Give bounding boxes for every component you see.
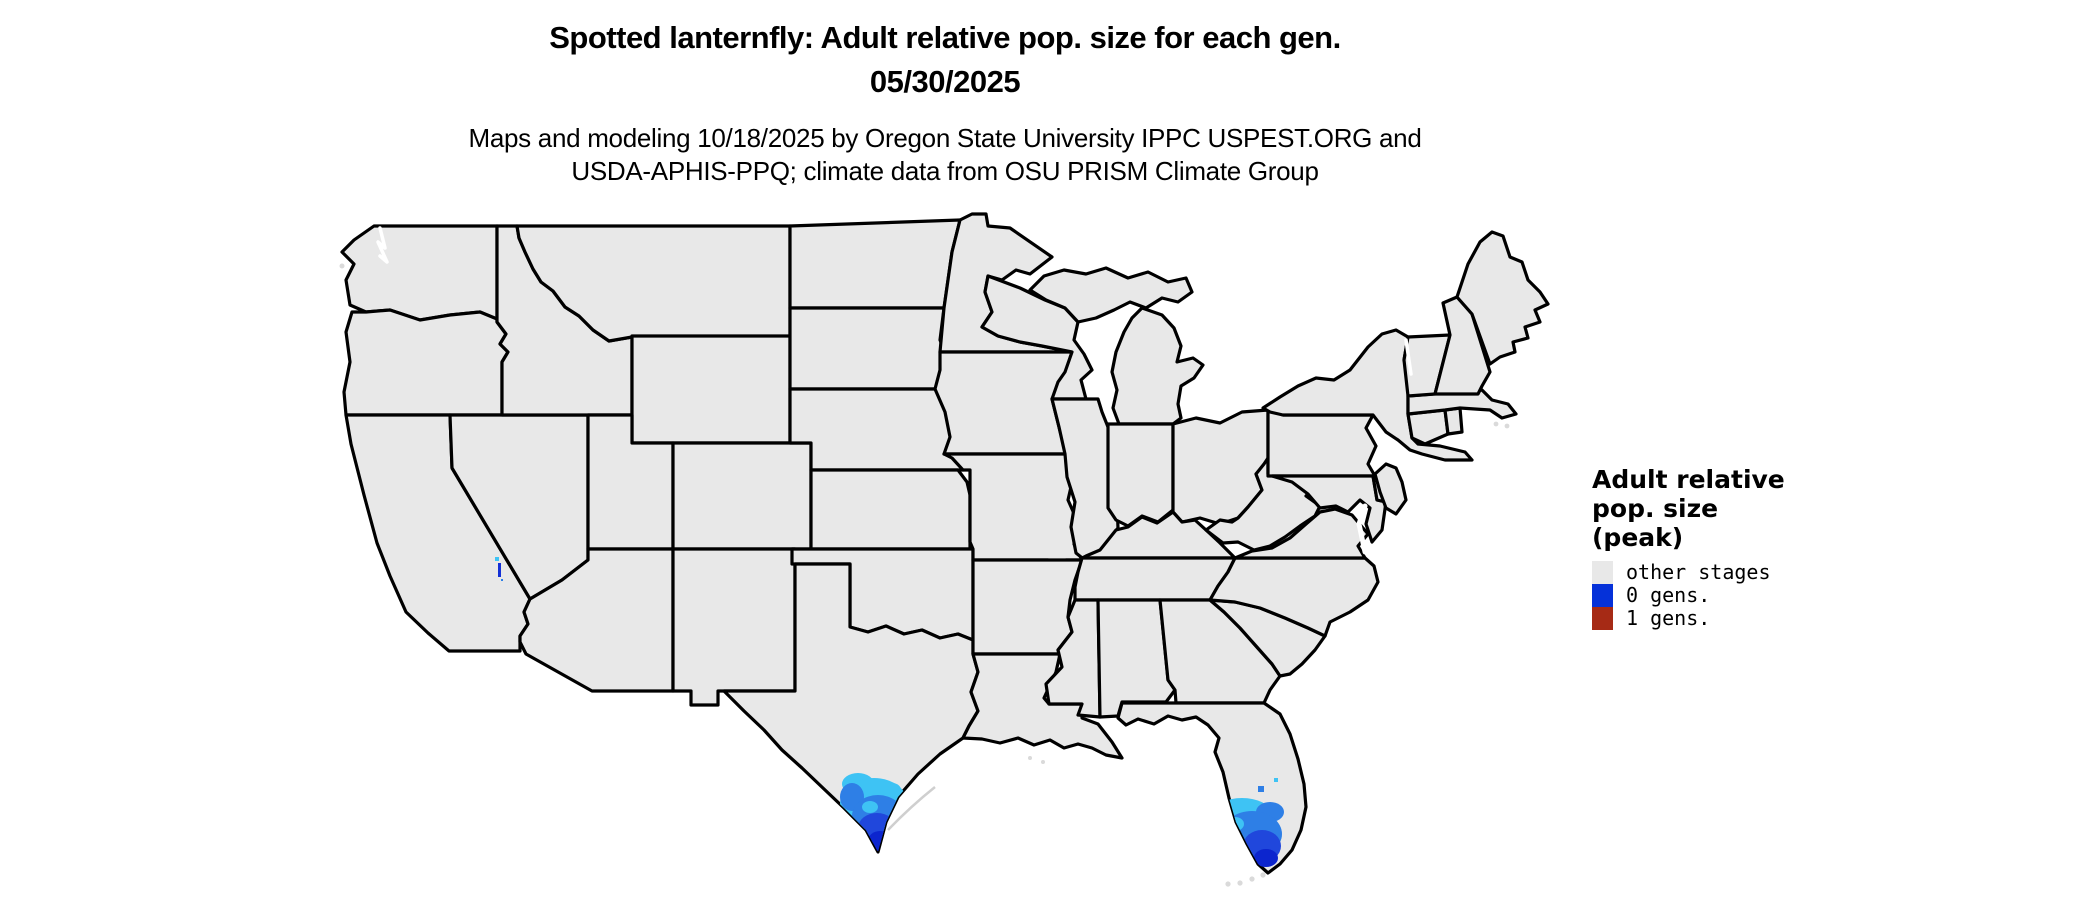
state-kansas — [809, 468, 972, 551]
legend-swatch-1-gens — [1592, 607, 1613, 630]
florida-keys-3 — [1249, 876, 1255, 882]
puget-sound-water — [376, 226, 389, 264]
state-nebraska — [788, 387, 965, 472]
florida-keys-4 — [1260, 872, 1266, 878]
us-map-svg — [339, 212, 1550, 887]
washington-island — [339, 263, 345, 269]
us-map — [330, 212, 1555, 892]
state-north-carolina — [1208, 556, 1380, 638]
state-rhode-island — [1443, 406, 1464, 436]
state-washington — [340, 224, 499, 322]
florida-keys-1 — [1225, 881, 1231, 887]
state-indiana — [1106, 422, 1175, 528]
map-legend: Adult relative pop. size (peak) other st… — [1592, 465, 1852, 630]
page-subtitle: Maps and modeling 10/18/2025 by Oregon S… — [0, 122, 1890, 188]
state-oregon — [342, 308, 510, 417]
louisiana-island-2 — [1041, 760, 1045, 764]
title-line-1: Spotted lanternfly: Adult relative pop. … — [549, 20, 1341, 55]
legend-title-line-2: pop. size — [1592, 494, 1719, 523]
state-virginia — [1233, 507, 1370, 560]
texas-barrier-islands — [887, 786, 936, 831]
legend-swatch-0-gens — [1592, 584, 1613, 607]
state-michigan-upper-peninsula — [1028, 266, 1194, 324]
state-tennessee — [1073, 556, 1237, 602]
legend-title: Adult relative pop. size (peak) — [1592, 465, 1852, 552]
subtitle-line-1: Maps and modeling 10/18/2025 by Oregon S… — [468, 123, 1422, 153]
state-pennsylvania — [1266, 408, 1378, 478]
title-line-2: 05/30/2025 — [869, 64, 1021, 99]
california-hotspot — [495, 557, 503, 581]
legend-swatch-other-stages — [1592, 561, 1613, 584]
legend-title-line-1: Adult relative — [1592, 465, 1785, 494]
chesapeake-bay-water — [1356, 503, 1368, 555]
state-massachusetts — [1406, 388, 1518, 420]
legend-label-other-stages: other stages — [1626, 560, 1771, 584]
lake-champlain-water — [1404, 338, 1413, 376]
subtitle-line-2: USDA-APHIS-PPQ; climate data from OSU PR… — [571, 156, 1319, 186]
state-colorado — [671, 441, 813, 551]
state-vermont — [1402, 333, 1452, 398]
legend-title-line-3: (peak) — [1592, 523, 1684, 552]
legend-label-0-gens: 0 gens. — [1626, 583, 1711, 607]
state-south-dakota — [788, 306, 952, 391]
state-north-dakota — [788, 218, 962, 310]
state-michigan — [1110, 306, 1205, 426]
state-wyoming — [630, 334, 792, 445]
massachusetts-island-2 — [1504, 423, 1510, 429]
legend-item-other-stages: other stages — [1592, 561, 1852, 584]
legend-item-0-gens: 0 gens. — [1592, 584, 1852, 607]
legend-item-1-gens: 1 gens. — [1592, 607, 1852, 630]
massachusetts-island-1 — [1493, 421, 1499, 427]
state-new-mexico — [671, 547, 797, 707]
florida-keys-2 — [1237, 880, 1243, 886]
state-connecticut — [1406, 408, 1450, 446]
legend-label-1-gens: 1 gens. — [1626, 606, 1711, 630]
page-title: Spotted lanternfly: Adult relative pop. … — [0, 16, 1890, 104]
state-new-jersey — [1373, 462, 1408, 516]
state-maine — [1455, 230, 1550, 366]
louisiana-island-1 — [1028, 756, 1032, 760]
